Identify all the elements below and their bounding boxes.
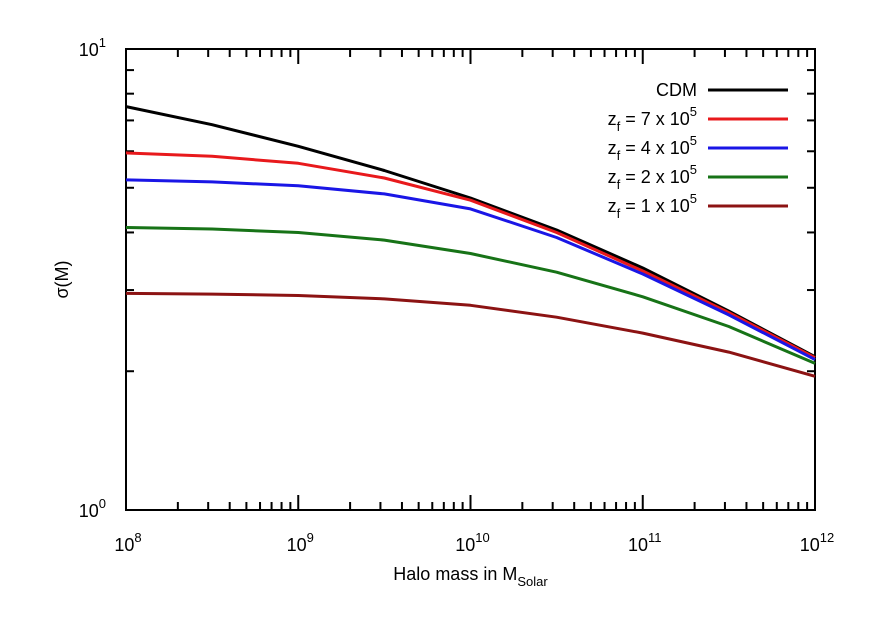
x-tick-label-base: 10 bbox=[800, 535, 820, 555]
x-tick-label-base: 10 bbox=[628, 535, 648, 555]
x-tick-label-base: 10 bbox=[287, 535, 307, 555]
y-tick-label-base: 10 bbox=[79, 40, 99, 60]
legend-item: zf = 2 x 105 bbox=[608, 162, 788, 192]
legend-label-main: CDM bbox=[656, 80, 697, 100]
legend-label-sub: f bbox=[617, 206, 621, 221]
x-tick-label-exp: 11 bbox=[648, 530, 662, 545]
legend-label-sub: f bbox=[617, 119, 621, 134]
x-tick-label: 1012 bbox=[800, 530, 835, 555]
y-tick-label-exp: 0 bbox=[99, 496, 106, 511]
legend-label-sup: 5 bbox=[690, 162, 697, 177]
major-ticks bbox=[125, 48, 816, 511]
legend-label-sub: f bbox=[617, 177, 621, 192]
x-axis-label-sub: Solar bbox=[517, 574, 548, 589]
legend-label-tail: = 4 x 10 bbox=[620, 138, 690, 158]
legend-label: CDM bbox=[656, 80, 697, 100]
legend-label-main: z bbox=[608, 167, 617, 187]
y-tick-label: 101 bbox=[79, 35, 106, 60]
legend-item: zf = 1 x 105 bbox=[608, 191, 788, 221]
legend-item: zf = 7 x 105 bbox=[608, 104, 788, 134]
x-axis-label-main: Halo mass in M bbox=[393, 564, 517, 584]
x-tick-label-exp: 12 bbox=[820, 530, 834, 545]
legend-label-tail: = 1 x 10 bbox=[620, 196, 690, 216]
series-line-0 bbox=[125, 105, 816, 359]
x-tick-label: 109 bbox=[287, 530, 314, 555]
legend-label-main: z bbox=[608, 109, 617, 129]
legend-label-sup: 5 bbox=[690, 104, 697, 119]
legend-label: zf = 7 x 105 bbox=[608, 104, 697, 134]
legend-label: zf = 4 x 105 bbox=[608, 133, 697, 163]
y-tick-label-exp: 1 bbox=[99, 35, 106, 50]
x-tick-label-exp: 10 bbox=[475, 530, 489, 545]
series-line-1 bbox=[125, 151, 816, 360]
legend-label-sup: 5 bbox=[690, 191, 697, 206]
legend-item: zf = 4 x 105 bbox=[608, 133, 788, 163]
series-lines bbox=[125, 105, 816, 378]
legend-item: CDM bbox=[656, 80, 788, 100]
minor-ticks bbox=[126, 49, 815, 510]
legend-label-tail: = 2 x 10 bbox=[620, 167, 690, 187]
x-axis-label: Halo mass in MSolar bbox=[393, 564, 548, 589]
y-tick-label: 100 bbox=[79, 496, 106, 521]
x-tick-label-exp: 9 bbox=[307, 530, 314, 545]
series-line-2 bbox=[125, 178, 816, 361]
series-line-4 bbox=[125, 291, 816, 378]
legend-label: zf = 1 x 105 bbox=[608, 191, 697, 221]
x-tick-label: 1010 bbox=[455, 530, 490, 555]
x-tick-label: 1011 bbox=[628, 530, 662, 555]
legend-label-sub: f bbox=[617, 148, 621, 163]
series-line-3 bbox=[125, 226, 816, 365]
legend-label-sup: 5 bbox=[690, 133, 697, 148]
x-tick-label-base: 10 bbox=[455, 535, 475, 555]
y-axis-label: σ(M) bbox=[52, 260, 72, 298]
x-tick-label: 108 bbox=[114, 530, 141, 555]
legend-label-main: z bbox=[608, 196, 617, 216]
legend-label: zf = 2 x 105 bbox=[608, 162, 697, 192]
y-tick-label-base: 10 bbox=[79, 501, 99, 521]
x-tick-label-exp: 8 bbox=[134, 530, 141, 545]
legend-label-main: z bbox=[608, 138, 617, 158]
legend-label-tail: = 7 x 10 bbox=[620, 109, 690, 129]
x-tick-label-base: 10 bbox=[114, 535, 134, 555]
